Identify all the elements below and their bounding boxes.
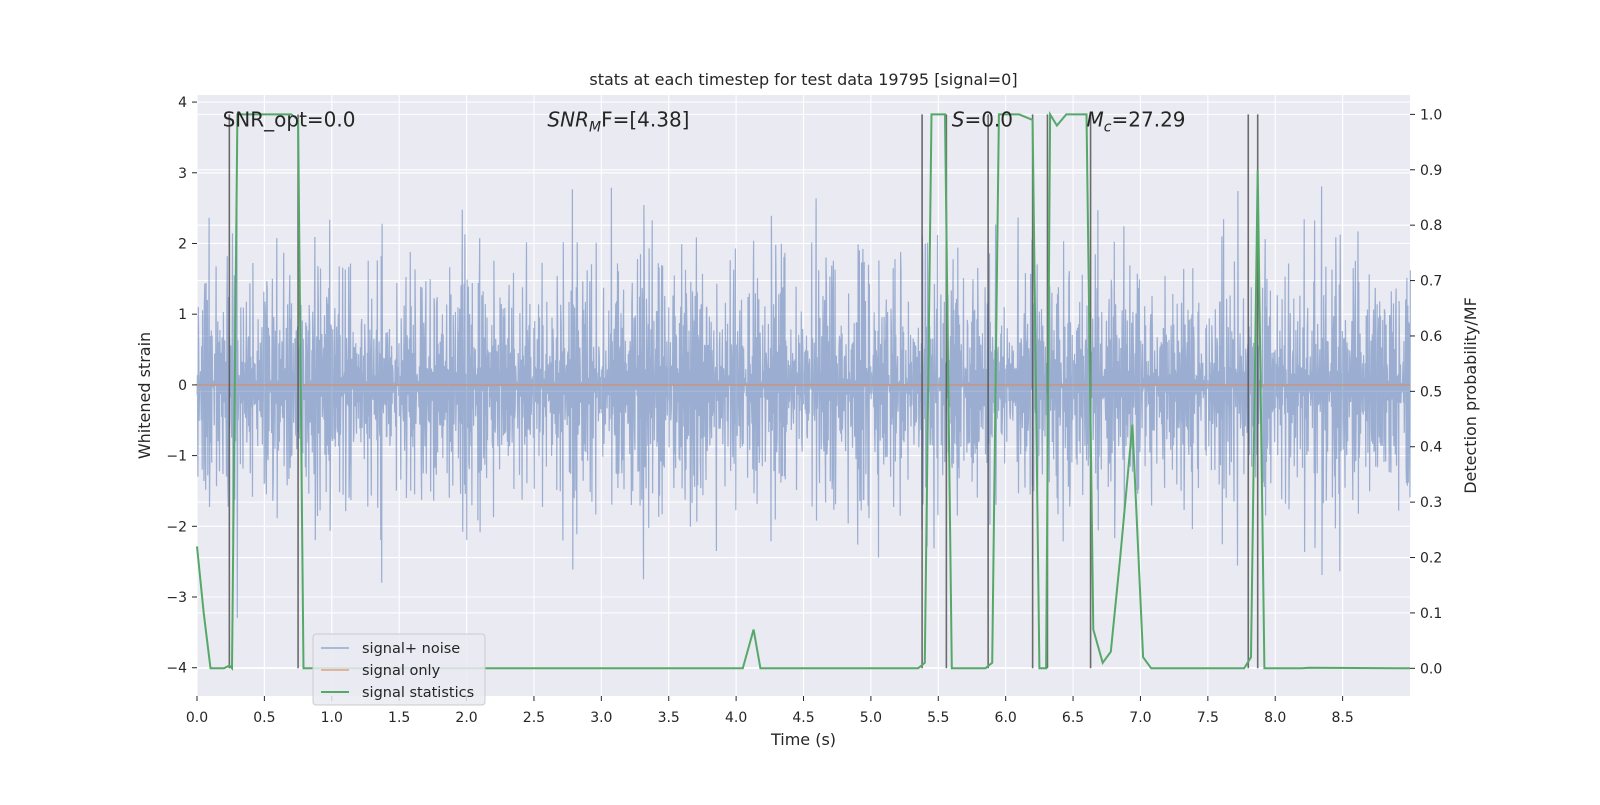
- y-tick-label-right: 0.2: [1420, 551, 1442, 567]
- x-tick-label: 0.0: [186, 710, 208, 726]
- stat-annotation: Mc=27.29: [1087, 108, 1186, 136]
- stat-annotation: S=0.0: [952, 108, 1013, 132]
- x-tick-label: 2.0: [455, 710, 477, 726]
- legend-label: signal only: [362, 663, 441, 679]
- legend: signal+ noise signal only signal statistic…: [313, 634, 485, 705]
- x-axis-label: Time (s): [770, 730, 836, 749]
- y-tick-label-left: −3: [166, 590, 187, 606]
- y-tick-label-left: 0: [178, 378, 187, 394]
- y-tick-label-right: 0.0: [1420, 661, 1442, 677]
- x-tick-label: 7.5: [1197, 710, 1219, 726]
- stat-annotation: SNRMF=[4.38]: [547, 108, 689, 136]
- annotation-symbol: M: [1087, 108, 1104, 132]
- y-tick-label-left: −1: [166, 449, 187, 465]
- stat-annotation: SNR_opt=0.0: [223, 108, 356, 132]
- chart-title: stats at each timestep for test data 197…: [589, 70, 1017, 89]
- annotation-symbol: SNR: [547, 108, 589, 132]
- y-tick-label-right: 0.8: [1420, 218, 1442, 234]
- y-tick-label-right: 0.5: [1420, 384, 1442, 400]
- y-tick-label-right: 1.0: [1420, 107, 1442, 123]
- x-tick-label: 1.0: [321, 710, 343, 726]
- annotation-value: =0.0: [964, 108, 1013, 132]
- x-tick-label: 2.5: [523, 710, 545, 726]
- x-tick-label: 3.5: [658, 710, 680, 726]
- y-tick-label-right: 0.6: [1420, 329, 1442, 345]
- annotation-subscript: M: [589, 120, 601, 136]
- x-tick-label: 5.5: [927, 710, 949, 726]
- annotation-value: =27.29: [1112, 108, 1186, 132]
- x-tick-label: 8.5: [1331, 710, 1353, 726]
- y-tick-label-left: −2: [166, 519, 187, 535]
- y-tick-label-left: −4: [166, 661, 187, 677]
- x-tick-label: 8.0: [1264, 710, 1286, 726]
- y-tick-label-left: 2: [178, 236, 187, 252]
- y-tick-label-left: 4: [178, 95, 187, 111]
- x-tick-label: 0.5: [253, 710, 275, 726]
- y-tick-label-left: 1: [178, 307, 187, 323]
- x-tick-label: 6.0: [995, 710, 1017, 726]
- x-tick-label: 5.0: [860, 710, 882, 726]
- annotation-value: F=[4.38]: [601, 108, 689, 132]
- x-tick-label: 3.0: [590, 710, 612, 726]
- y-tick-label-left: 3: [178, 166, 187, 182]
- y-tick-label-right: 0.3: [1420, 495, 1442, 511]
- x-tick-label: 7.0: [1129, 710, 1151, 726]
- y-axis-label-right: Detection probability/MF: [1461, 297, 1480, 494]
- y-tick-label-right: 0.1: [1420, 606, 1442, 622]
- x-tick-label: 6.5: [1062, 710, 1084, 726]
- x-tick-label: 4.5: [792, 710, 814, 726]
- annotation-symbol: S: [952, 108, 965, 132]
- y-tick-label-right: 0.4: [1420, 440, 1442, 456]
- y-tick-label-right: 0.7: [1420, 274, 1442, 290]
- legend-label: signal+ noise: [362, 641, 460, 657]
- y-tick-label-right: 0.9: [1420, 163, 1442, 179]
- y-axis-label-left: Whitened strain: [135, 332, 154, 459]
- x-tick-label: 4.0: [725, 710, 747, 726]
- legend-label: signal statistics: [362, 685, 474, 701]
- x-tick-label: 1.5: [388, 710, 410, 726]
